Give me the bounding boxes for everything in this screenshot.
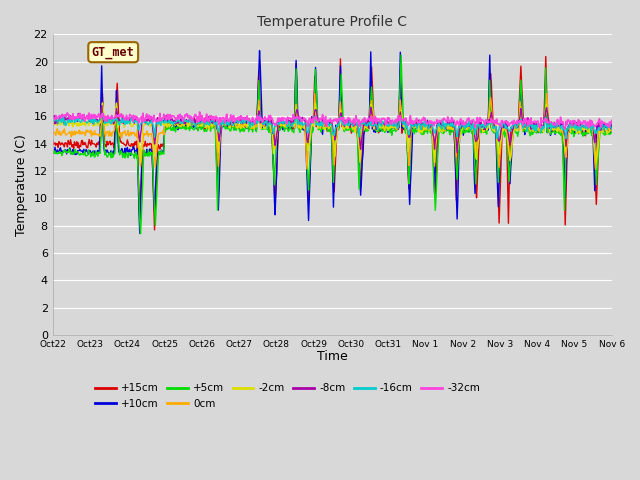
Line: +5cm: +5cm [52, 55, 612, 234]
-2cm [174, 122, 182, 128]
0cm [173, 121, 181, 127]
-32cm [59, 114, 67, 120]
Text: GT_met: GT_met [92, 46, 134, 59]
-16cm [204, 119, 211, 125]
-32cm [196, 109, 204, 115]
0cm [417, 124, 425, 130]
-32cm [417, 119, 425, 124]
+5cm [402, 131, 410, 136]
-32cm [173, 116, 181, 121]
-2cm [117, 119, 125, 124]
-32cm [401, 118, 409, 123]
-32cm [561, 126, 569, 132]
-2cm [593, 160, 600, 166]
Line: -32cm: -32cm [52, 112, 612, 129]
+15cm [401, 126, 409, 132]
+10cm [608, 127, 616, 133]
-16cm [608, 126, 616, 132]
-16cm [174, 116, 182, 121]
+5cm [137, 231, 145, 237]
Title: Temperature Profile C: Temperature Profile C [257, 15, 407, 29]
-8cm [59, 116, 67, 122]
-32cm [49, 115, 56, 121]
-2cm [49, 123, 56, 129]
+10cm [204, 124, 211, 130]
X-axis label: Time: Time [317, 350, 348, 363]
+15cm [542, 54, 550, 60]
+5cm [419, 132, 426, 137]
0cm [608, 126, 616, 132]
-2cm [204, 122, 211, 128]
-8cm [401, 121, 409, 127]
-16cm [59, 119, 67, 125]
Line: -16cm: -16cm [52, 113, 612, 139]
-8cm [453, 150, 461, 156]
-32cm [204, 118, 211, 123]
+15cm [608, 124, 616, 130]
+15cm [174, 121, 182, 127]
-8cm [98, 103, 106, 108]
+15cm [417, 127, 425, 133]
+5cm [59, 150, 67, 156]
0cm [401, 125, 409, 131]
+10cm [174, 127, 182, 132]
-2cm [608, 124, 616, 130]
-8cm [204, 117, 211, 122]
0cm [203, 119, 211, 125]
-16cm [49, 117, 56, 122]
Line: -8cm: -8cm [52, 106, 612, 153]
0cm [116, 130, 124, 136]
-8cm [608, 121, 616, 127]
-8cm [49, 114, 56, 120]
+5cm [116, 150, 124, 156]
+10cm [136, 231, 143, 237]
-16cm [99, 110, 106, 116]
+10cm [402, 127, 410, 132]
-2cm [401, 122, 409, 128]
-2cm [99, 100, 106, 106]
+5cm [174, 124, 182, 130]
+5cm [397, 52, 405, 58]
Line: +10cm: +10cm [52, 50, 612, 234]
+10cm [116, 150, 124, 156]
-32cm [116, 114, 124, 120]
-16cm [401, 122, 409, 128]
+15cm [204, 122, 211, 128]
-2cm [417, 127, 425, 133]
+10cm [59, 150, 67, 156]
-16cm [117, 120, 125, 125]
0cm [59, 128, 67, 133]
+10cm [256, 48, 264, 53]
+15cm [59, 142, 67, 147]
-8cm [174, 120, 182, 126]
Line: -2cm: -2cm [52, 103, 612, 163]
+10cm [419, 127, 426, 133]
+10cm [49, 150, 56, 156]
Line: +15cm: +15cm [52, 57, 612, 230]
-16cm [562, 136, 570, 142]
+5cm [49, 150, 56, 156]
-16cm [417, 126, 425, 132]
0cm [49, 131, 56, 136]
+5cm [608, 130, 616, 135]
-2cm [59, 116, 67, 122]
+5cm [204, 126, 211, 132]
-8cm [117, 120, 125, 125]
-32cm [608, 118, 616, 123]
+15cm [116, 139, 124, 144]
Legend: +15cm, +10cm, +5cm, 0cm, -2cm, -8cm, -16cm, -32cm: +15cm, +10cm, +5cm, 0cm, -2cm, -8cm, -16… [91, 379, 484, 413]
Y-axis label: Temperature (C): Temperature (C) [15, 134, 28, 236]
0cm [311, 91, 319, 96]
-8cm [417, 122, 425, 128]
+15cm [49, 137, 56, 143]
0cm [592, 167, 600, 172]
Line: 0cm: 0cm [52, 94, 612, 169]
+15cm [150, 227, 158, 233]
